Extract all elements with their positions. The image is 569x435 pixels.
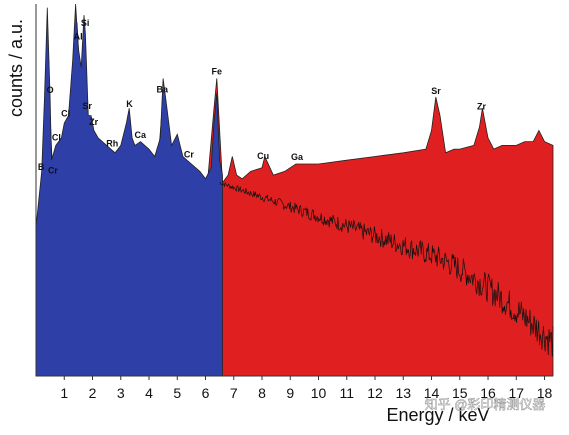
x-tick-label-5: 5: [173, 385, 181, 401]
x-tick-label-16: 16: [480, 385, 496, 401]
peak-label-ba-12: Ba: [157, 84, 169, 94]
peak-label-rh-9: Rh: [106, 138, 118, 148]
peak-label-b-8: B: [38, 162, 45, 172]
trace-layer: [219, 181, 554, 357]
peak-label-ga-16: Ga: [291, 152, 304, 162]
x-tick-label-3: 3: [117, 385, 125, 401]
peak-label-k-10: K: [126, 99, 133, 109]
x-tick-label-4: 4: [145, 385, 153, 401]
x-tick-label-8: 8: [258, 385, 266, 401]
peak-label-cl-7: Cl: [52, 133, 61, 143]
watermark-text: 知乎 @彩印精测仪器: [425, 397, 546, 412]
x-tick-label-12: 12: [367, 385, 383, 401]
peak-label-sr-17: Sr: [431, 86, 441, 96]
x-tick-label-13: 13: [395, 385, 411, 401]
x-tick-label-7: 7: [230, 385, 238, 401]
peak-label-cr-13: Cr: [184, 150, 194, 160]
x-axis-label: Energy / keV: [386, 405, 489, 425]
peak-label-cr-1: Cr: [48, 165, 58, 175]
y-axis-label: counts / a.u.: [6, 19, 26, 117]
background-trace: [219, 181, 554, 357]
peak-label-cu-15: Cu: [257, 151, 269, 161]
x-tick-label-18: 18: [537, 385, 553, 401]
x-tick-label-6: 6: [202, 385, 210, 401]
x-tick-label-10: 10: [311, 385, 327, 401]
x-tick-label-17: 17: [508, 385, 524, 401]
x-tick-label-15: 15: [452, 385, 468, 401]
peak-label-o-0: O: [47, 85, 54, 95]
peak-label-al-2: Al: [74, 31, 83, 41]
peak-label-zr-18: Zr: [477, 102, 486, 112]
peak-label-sr-4: Sr: [82, 101, 92, 111]
x-tick-label-9: 9: [286, 385, 294, 401]
axis-layer: 1 2 3 4 5 6 7 8 9 10 11 12 13 14 15 16 17 18: [35, 4, 553, 401]
peak-label-ca-11: Ca: [134, 130, 146, 140]
x-tick-label-1: 1: [60, 385, 68, 401]
series-layer: [35, 3, 554, 377]
x-tick-label-2: 2: [89, 385, 97, 401]
peak-label-fe-14: Fe: [212, 66, 223, 76]
x-tick-label-14: 14: [424, 385, 440, 401]
peak-labels-layer: O Cr Al Si Sr Zr Cl Cl B Rh K Ca Ba Cr Fe Cu Ga Sr Zr: [38, 18, 487, 175]
x-tick-label-11: 11: [339, 385, 354, 401]
peak-label-zr-5: Zr: [89, 117, 98, 127]
series-area-1: [35, 3, 223, 377]
peak-label-si-3: Si: [81, 18, 90, 28]
peak-label-cl-6: Cl: [61, 109, 70, 119]
